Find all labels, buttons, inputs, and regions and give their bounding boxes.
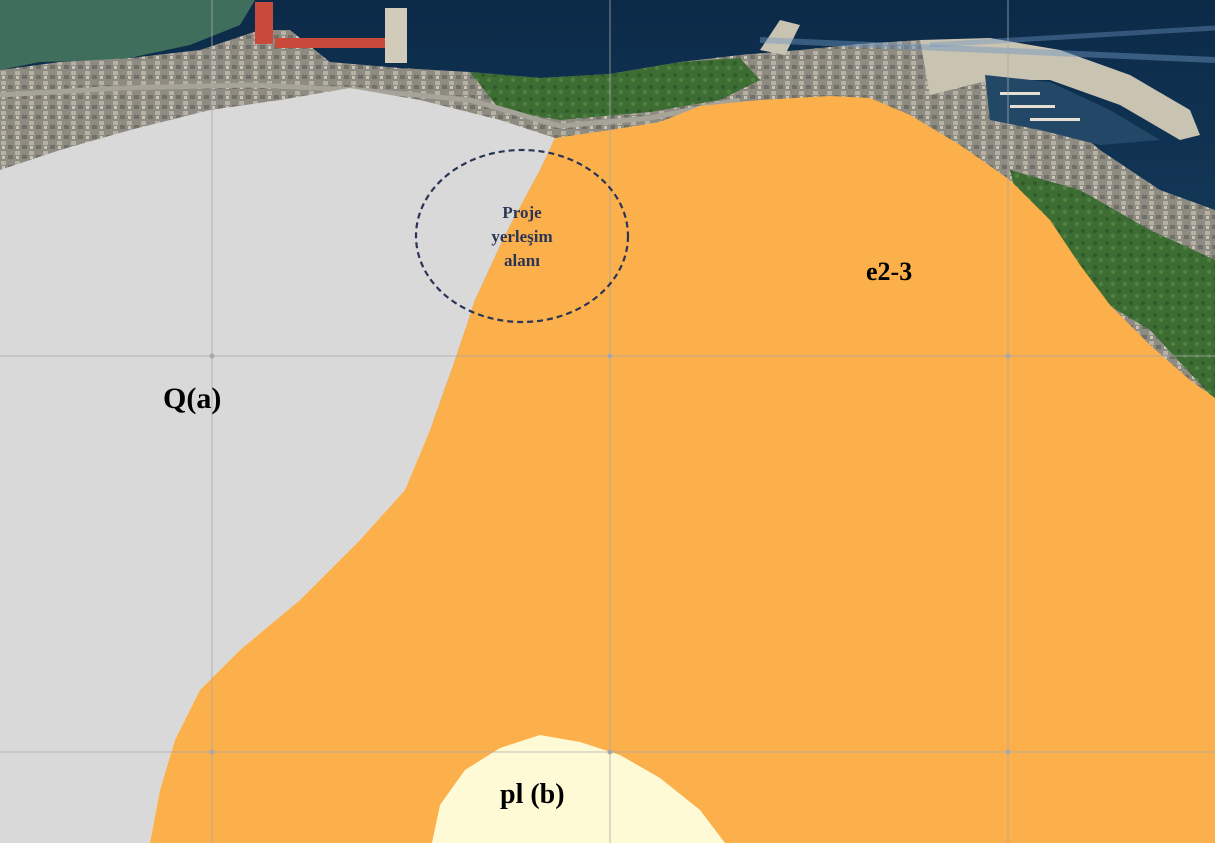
coastal-road: [0, 82, 741, 129]
water-streak-2: [929, 25, 1215, 48]
grid-node: [209, 353, 215, 359]
harbor-buildings-2: [275, 38, 385, 48]
shallow-water: [0, 0, 255, 70]
grid-node: [1005, 353, 1011, 359]
project-site-label-line2: yerleşim: [491, 227, 552, 246]
marina-breakwater: [920, 38, 1200, 140]
grid-node: [607, 353, 613, 359]
unit-label-alluvium: Q(a): [163, 382, 221, 415]
marina-pier-2: [1010, 105, 1055, 108]
harbor-buildings: [255, 2, 273, 44]
project-site-label-line1: Proje: [502, 203, 542, 222]
marina-pier-3: [1030, 118, 1080, 121]
coastal-park: [470, 58, 760, 120]
grid-node: [607, 749, 613, 755]
water-streak: [759, 37, 1215, 63]
unit-label-eocene: e2-3: [866, 257, 912, 286]
east-green-fields: [1010, 170, 1215, 400]
project-site-label-line3: alanı: [504, 251, 540, 270]
pier: [385, 8, 407, 63]
grid-node: [1005, 749, 1011, 755]
unit-eocene-area: [150, 96, 1215, 843]
unit-pliocene-area: [432, 735, 725, 843]
unit-alluvium-area: [0, 88, 555, 843]
breakwater: [760, 20, 800, 55]
project-site-outline: [414, 148, 630, 324]
unit-label-pliocene: pl (b): [500, 779, 565, 810]
grid-node: [209, 749, 215, 755]
marina-pier-1: [1000, 92, 1040, 95]
